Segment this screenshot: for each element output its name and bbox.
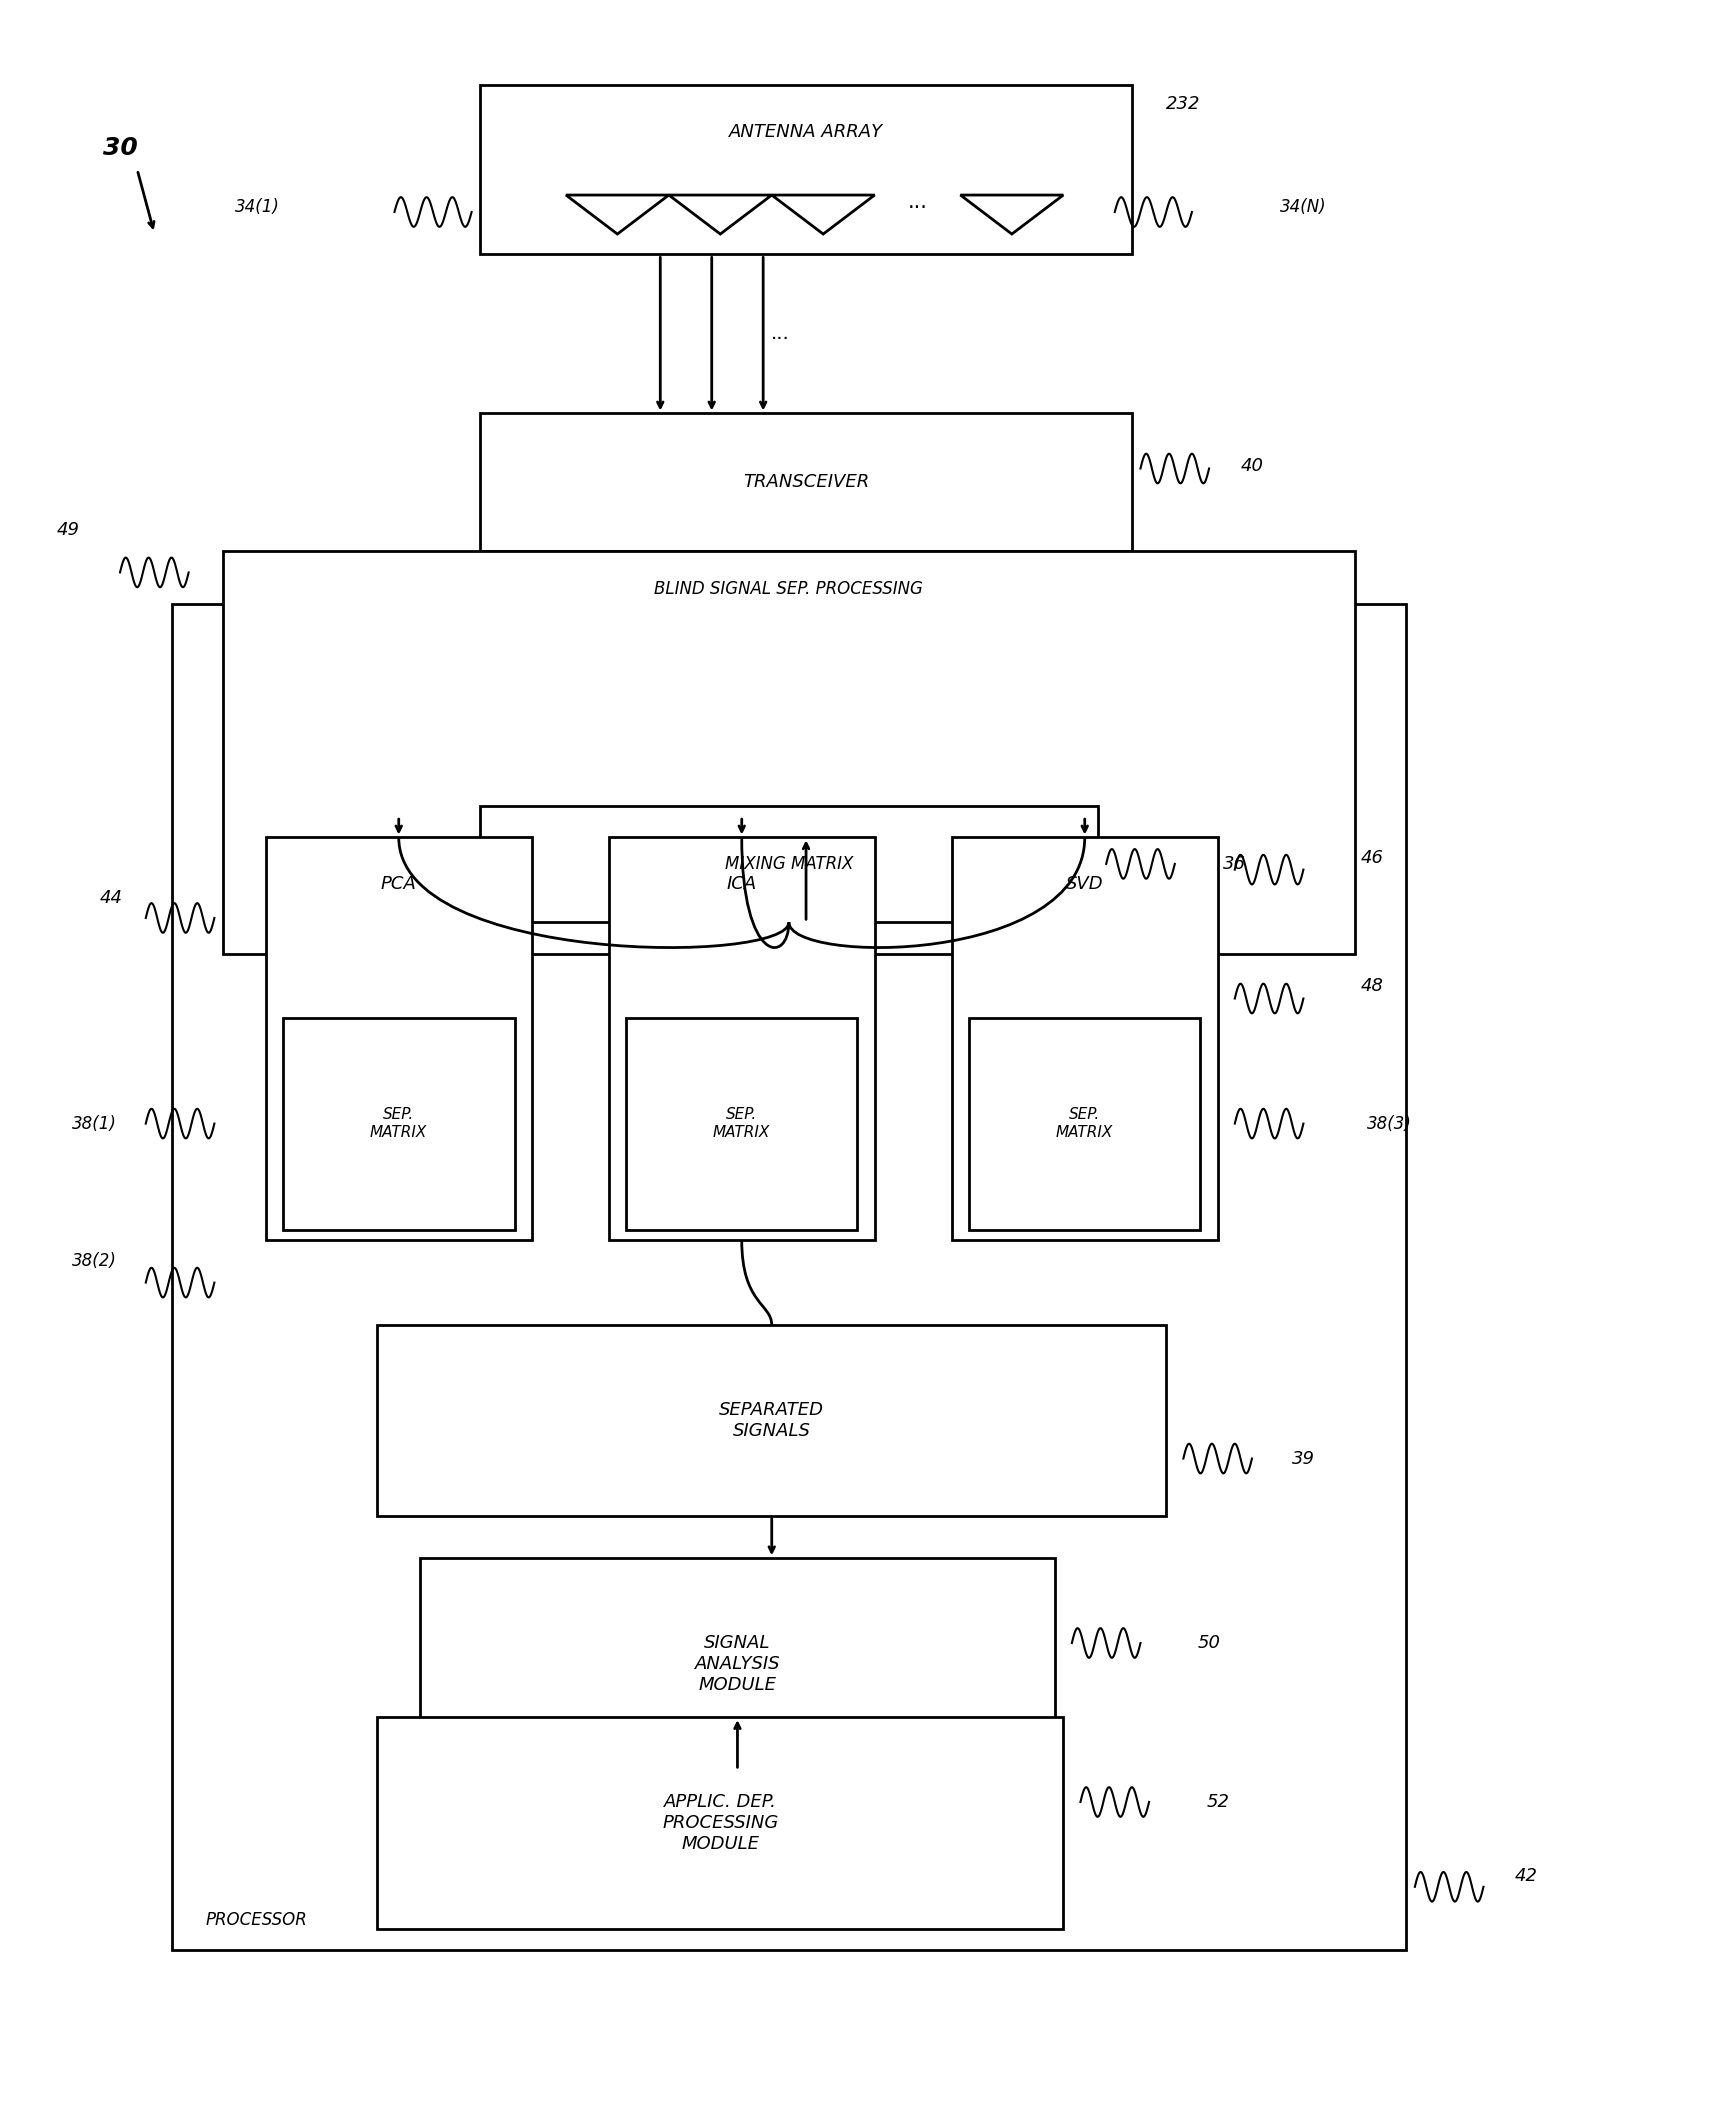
Text: 232: 232 — [1166, 95, 1200, 112]
Text: 39: 39 — [1291, 1450, 1315, 1467]
Text: 40: 40 — [1239, 456, 1263, 475]
Text: SVD: SVD — [1066, 876, 1102, 893]
Text: SIGNAL
ANALYSIS
MODULE: SIGNAL ANALYSIS MODULE — [694, 1635, 780, 1694]
FancyBboxPatch shape — [377, 1325, 1166, 1516]
Text: 48: 48 — [1359, 977, 1383, 996]
Text: 42: 42 — [1513, 1868, 1537, 1885]
Text: ...: ... — [771, 324, 788, 343]
Text: 38(1): 38(1) — [72, 1115, 117, 1132]
FancyBboxPatch shape — [480, 85, 1131, 254]
Text: SEP.
MATRIX: SEP. MATRIX — [713, 1107, 770, 1141]
FancyBboxPatch shape — [223, 551, 1354, 954]
FancyBboxPatch shape — [608, 837, 874, 1240]
FancyBboxPatch shape — [480, 413, 1131, 551]
Text: ICA: ICA — [727, 876, 756, 893]
Text: MIXING MATRIX: MIXING MATRIX — [725, 854, 852, 873]
Text: 34(N): 34(N) — [1279, 197, 1327, 216]
FancyBboxPatch shape — [266, 837, 531, 1240]
Text: 38(2): 38(2) — [72, 1253, 117, 1270]
Text: SEPARATED
SIGNALS: SEPARATED SIGNALS — [718, 1401, 824, 1439]
FancyBboxPatch shape — [480, 806, 1097, 922]
FancyBboxPatch shape — [171, 604, 1405, 1950]
FancyBboxPatch shape — [377, 1717, 1063, 1929]
Text: ...: ... — [907, 193, 927, 212]
FancyBboxPatch shape — [283, 1018, 514, 1230]
Text: PROCESSOR: PROCESSOR — [206, 1912, 307, 1929]
Text: 46: 46 — [1359, 848, 1383, 867]
Text: 30: 30 — [103, 136, 137, 161]
FancyBboxPatch shape — [420, 1558, 1054, 1770]
Text: PCA: PCA — [381, 876, 417, 893]
Text: 36: 36 — [1222, 854, 1246, 873]
Text: 38(3): 38(3) — [1366, 1115, 1411, 1132]
Text: 34(1): 34(1) — [235, 197, 279, 216]
Text: APPLIC. DEP.
PROCESSING
MODULE: APPLIC. DEP. PROCESSING MODULE — [662, 1794, 778, 1853]
Text: TRANSCEIVER: TRANSCEIVER — [742, 473, 869, 492]
FancyBboxPatch shape — [951, 837, 1217, 1240]
Text: 52: 52 — [1205, 1794, 1229, 1810]
Text: 49: 49 — [57, 522, 81, 538]
Text: 50: 50 — [1196, 1635, 1220, 1651]
Text: SEP.
MATRIX: SEP. MATRIX — [370, 1107, 427, 1141]
Text: ANTENNA ARRAY: ANTENNA ARRAY — [728, 123, 883, 142]
FancyBboxPatch shape — [968, 1018, 1200, 1230]
Text: 44: 44 — [99, 888, 123, 907]
Text: BLIND SIGNAL SEP. PROCESSING: BLIND SIGNAL SEP. PROCESSING — [655, 581, 922, 598]
Text: SEP.
MATRIX: SEP. MATRIX — [1056, 1107, 1112, 1141]
FancyBboxPatch shape — [626, 1018, 857, 1230]
